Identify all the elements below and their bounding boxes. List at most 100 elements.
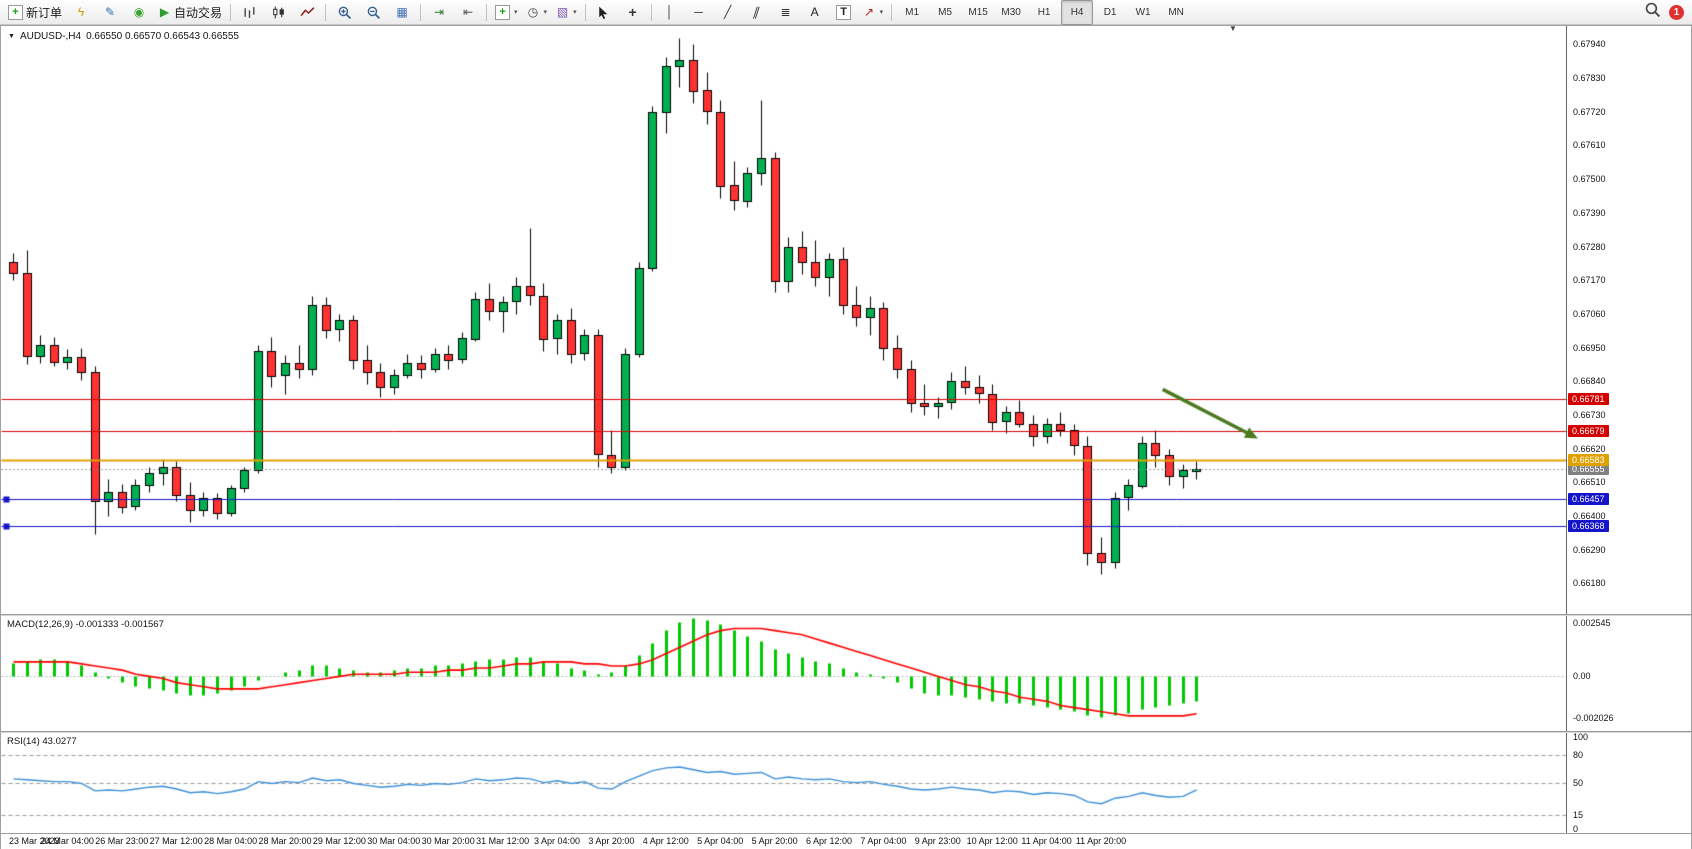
market-icon: ◉ bbox=[133, 5, 145, 19]
metaeditor-button[interactable]: ✎ bbox=[96, 1, 124, 24]
pencil-icon: ✎ bbox=[104, 5, 116, 19]
templates-button[interactable]: ▧ ▾ bbox=[552, 1, 581, 24]
price-axis-label: 0.66730 bbox=[1573, 409, 1606, 420]
date-axis-label: 30 Mar 04:00 bbox=[367, 836, 421, 846]
new-order-button-label: 新订单 bbox=[26, 5, 63, 20]
date-axis-label: 5 Apr 20:00 bbox=[751, 836, 798, 846]
auto-trading-button[interactable]: ▶ 自动交易 bbox=[154, 1, 226, 24]
rsi-axis-label: 0 bbox=[1573, 824, 1579, 834]
tile-icon: ▦ bbox=[396, 5, 408, 19]
chart-title: ▼ AUDUSD-,H4 0.66550 0.66570 0.66543 0.6… bbox=[8, 31, 239, 42]
rsi-axis-label: 15 bbox=[1573, 810, 1584, 821]
price-axis-label: 0.67280 bbox=[1573, 241, 1606, 252]
main-chart-pane: 0.67940 0.67830 0.67720 0.67610 0.67500 0.673… bbox=[1, 24, 1691, 614]
zoom-in-button[interactable] bbox=[330, 1, 358, 24]
timeframe-m30[interactable]: M30 bbox=[1001, 6, 1021, 18]
clock-icon: ◷ bbox=[527, 5, 539, 19]
zoom-out-button[interactable] bbox=[359, 1, 387, 24]
new-chart-button[interactable]: + ▾ bbox=[491, 1, 522, 24]
zoom-in-icon bbox=[337, 5, 352, 20]
dropdown-arrow-icon: ▾ bbox=[879, 9, 884, 16]
ohlc-values: 0.66550 0.66570 0.66543 0.66555 bbox=[86, 31, 239, 42]
cursor-button[interactable] bbox=[590, 1, 618, 24]
chart-shift-button[interactable]: ⇤ bbox=[454, 1, 482, 24]
fibonacci-button[interactable]: ≣ bbox=[772, 1, 800, 24]
rsi-axis[interactable]: 100 80 50 15 0 bbox=[1566, 732, 1691, 834]
timeframe-m15[interactable]: M15 bbox=[968, 6, 988, 18]
trendline-button[interactable]: ╱ bbox=[714, 1, 742, 24]
auto-scroll-button[interactable]: ⇥ bbox=[425, 1, 453, 24]
notification-badge[interactable]: 1 bbox=[1669, 4, 1684, 20]
new-order-button[interactable]: + 新订单 bbox=[4, 1, 66, 24]
market-button[interactable]: ◉ bbox=[125, 1, 153, 24]
date-axis[interactable]: 23 Mar 2023 24 Mar 04:00 26 Mar 23:00 27 Ma… bbox=[1, 834, 1691, 849]
periods-button[interactable]: ◷ ▾ bbox=[523, 1, 552, 24]
price-axis-label: 0.66620 bbox=[1573, 443, 1606, 454]
candle-chart-button[interactable] bbox=[264, 1, 292, 24]
arrows-button[interactable]: ↗ ▾ bbox=[859, 1, 888, 24]
toolbar-separator bbox=[420, 3, 422, 21]
date-axis-label: 26 Mar 23:00 bbox=[95, 836, 149, 846]
price-axis-label: 0.66180 bbox=[1573, 578, 1606, 589]
pane-splitter[interactable] bbox=[1, 731, 1691, 733]
rsi-canvas[interactable] bbox=[1, 733, 1568, 833]
timeframe-m1[interactable]: M1 bbox=[905, 6, 920, 18]
text-button[interactable]: A bbox=[801, 1, 829, 24]
macd-axis-label: -0.002026 bbox=[1573, 713, 1614, 724]
date-axis-label: 5 Apr 04:00 bbox=[697, 836, 744, 846]
price-line-tag: 0.66457 bbox=[1568, 492, 1609, 505]
dropdown-arrow-icon: ▾ bbox=[573, 9, 577, 16]
price-axis-label: 0.67720 bbox=[1573, 106, 1606, 117]
pane-splitter[interactable] bbox=[1, 614, 1691, 616]
price-chart-canvas[interactable] bbox=[1, 26, 1568, 614]
horizontal-line-button[interactable]: ─ bbox=[685, 1, 713, 24]
symbol-period: AUDUSD-,H4 bbox=[19, 31, 82, 42]
channel-button[interactable]: ∥ bbox=[743, 1, 771, 24]
dropdown-arrow-icon: ▾ bbox=[543, 9, 548, 16]
date-axis-label: 28 Mar 04:00 bbox=[204, 836, 258, 846]
zoom-out-icon bbox=[366, 5, 381, 20]
crosshair-icon: + bbox=[628, 4, 637, 20]
vertical-line-button[interactable]: │ bbox=[656, 1, 684, 24]
search-icon[interactable] bbox=[1644, 1, 1661, 23]
date-axis-label: 9 Apr 23:00 bbox=[914, 836, 961, 846]
date-axis-label: 7 Apr 04:00 bbox=[860, 836, 907, 846]
date-axis-label: 11 Apr 20:00 bbox=[1075, 836, 1127, 846]
price-axis[interactable]: 0.67940 0.67830 0.67720 0.67610 0.67500 0.673… bbox=[1566, 26, 1691, 614]
crosshair-button[interactable]: + bbox=[619, 1, 647, 24]
date-axis-label: 11 Apr 04:00 bbox=[1021, 836, 1072, 846]
vline-icon: │ bbox=[665, 5, 674, 19]
date-axis-label: 31 Mar 12:00 bbox=[476, 836, 530, 846]
rsi-axis-label: 80 bbox=[1573, 750, 1584, 761]
metaquotes-button[interactable]: ϟ bbox=[67, 1, 95, 24]
toolbar-separator bbox=[486, 3, 488, 21]
bar-chart-button[interactable] bbox=[235, 1, 263, 24]
macd-pane: 0.002545 0.00 -0.002026 MACD(12,26,9) -0.0… bbox=[1, 616, 1691, 731]
timeframe-m5[interactable]: M5 bbox=[938, 6, 953, 18]
timeframe-d1[interactable]: D1 bbox=[1103, 6, 1117, 18]
macd-axis-label: 0.00 bbox=[1573, 670, 1591, 681]
dropdown-arrow-icon: ▾ bbox=[514, 9, 518, 16]
timeframe-h4[interactable]: H4 bbox=[1061, 0, 1094, 25]
line-chart-button[interactable] bbox=[293, 1, 321, 24]
label-button[interactable]: T bbox=[830, 1, 858, 24]
toolbar-separator bbox=[230, 3, 232, 21]
template-icon: ▧ bbox=[556, 5, 569, 19]
timeframe-w1[interactable]: W1 bbox=[1135, 6, 1151, 18]
macd-canvas[interactable] bbox=[1, 616, 1568, 731]
collapse-icon[interactable]: ▼ bbox=[8, 33, 15, 40]
price-axis-label: 0.67940 bbox=[1573, 39, 1606, 50]
price-line-tag: 0.66781 bbox=[1568, 393, 1609, 406]
macd-label: MACD(12,26,9) -0.001333 -0.001567 bbox=[7, 619, 164, 630]
pane-splitter[interactable] bbox=[1, 833, 1691, 834]
macd-axis[interactable]: 0.002545 0.00 -0.002026 bbox=[1566, 616, 1691, 731]
lightning-icon: ϟ bbox=[77, 5, 85, 19]
pointer-icon bbox=[596, 5, 611, 20]
date-axis-label: 3 Apr 04:00 bbox=[533, 836, 581, 846]
timeframe-h1[interactable]: H1 bbox=[1037, 6, 1051, 18]
line-icon bbox=[300, 5, 315, 20]
tile-windows-button[interactable]: ▦ bbox=[388, 1, 416, 24]
macd-axis-label: 0.002545 bbox=[1573, 617, 1611, 628]
timeframe-mn[interactable]: MN bbox=[1168, 6, 1184, 18]
